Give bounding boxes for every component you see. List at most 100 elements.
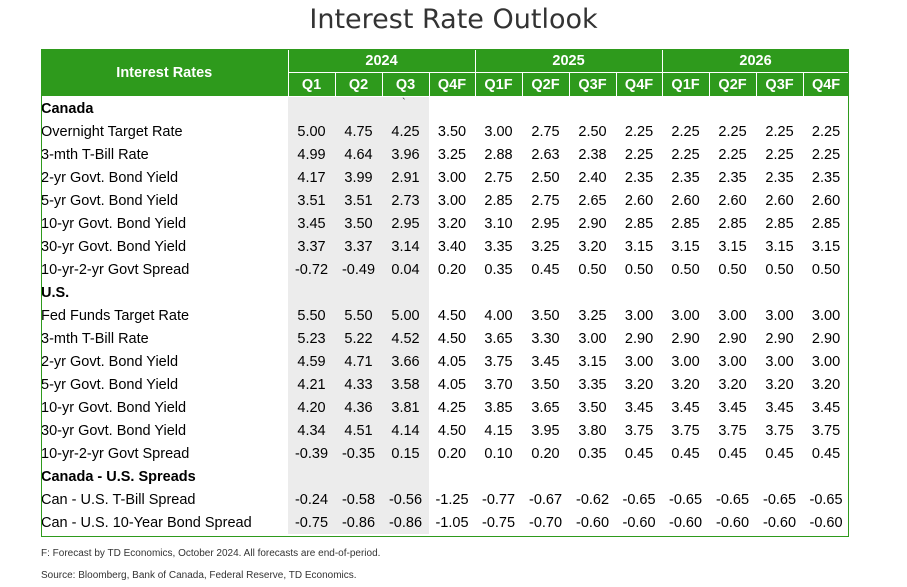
row-label: 2-yr Govt. Bond Yield	[41, 169, 179, 186]
value-cell: -0.60	[763, 514, 797, 531]
value-cell: 3.00	[765, 307, 794, 324]
section-title: Canada - U.S. Spreads	[41, 468, 196, 485]
value-cell: 3.45	[624, 399, 654, 416]
value-cell: 2.25	[765, 146, 794, 163]
interest-rate-table: Interest Rates 2024 2025 2026 Q1 Q2 Q3 Q4F Q…	[41, 49, 850, 534]
value-cell: -0.39	[288, 442, 335, 465]
value-cell: 0.45	[718, 445, 747, 462]
value-cell: 3.20	[624, 376, 654, 393]
empty-cell	[803, 465, 849, 488]
row-label: 10-yr-2-yr Govt Spread	[41, 261, 190, 278]
value-cell: 2.75	[531, 123, 560, 140]
value-cell: 2.65	[578, 192, 607, 209]
value-cell: 0.50	[578, 261, 607, 278]
value-cell: 3.00	[437, 192, 467, 209]
value-cell: 3.75	[811, 422, 841, 439]
row-label: 5-yr Govt. Bond Yield	[41, 192, 179, 209]
value-cell: 4.64	[335, 143, 382, 166]
table-row: 5-yr Govt. Bond Yield 3.51 3.51 2.73 3.00 2.8…	[41, 189, 849, 212]
value-cell: 4.36	[335, 396, 382, 419]
table-row: 2-yr Govt. Bond Yield 4.17 3.99 2.91 3.00 2.7…	[41, 166, 849, 189]
value-cell: 2.90	[624, 330, 654, 347]
value-cell: 3.25	[531, 238, 560, 255]
row-label: 3-mth T-Bill Rate	[41, 146, 149, 163]
value-cell: 2.90	[578, 215, 607, 232]
empty-cell	[382, 96, 429, 120]
value-cell: 3.70	[484, 376, 513, 393]
value-cell: 2.85	[718, 215, 747, 232]
value-cell: -0.56	[382, 488, 429, 511]
empty-cell	[335, 465, 382, 488]
value-cell: 3.30	[531, 330, 560, 347]
empty-cell	[288, 465, 335, 488]
value-cell: 3.45	[765, 399, 794, 416]
value-cell: 3.15	[718, 238, 747, 255]
value-cell: 2.85	[765, 215, 794, 232]
value-cell: 3.00	[811, 353, 841, 370]
value-cell: 0.10	[484, 445, 513, 462]
table-row: Can - U.S. 10-Year Bond Spread -0.75 -0.86…	[41, 511, 849, 534]
row-label: 5-yr Govt. Bond Yield	[41, 376, 179, 393]
value-cell: 3.65	[484, 330, 513, 347]
value-cell: 5.50	[335, 304, 382, 327]
value-cell: 3.10	[484, 215, 513, 232]
value-cell: 0.50	[765, 261, 794, 278]
value-cell: 3.75	[718, 422, 747, 439]
value-cell: 2.60	[671, 192, 700, 209]
table-row: Overnight Target Rate 5.00 4.75 4.25 3.50 3.0…	[41, 120, 849, 143]
value-cell: 5.50	[288, 304, 335, 327]
section-title: Canada	[41, 100, 94, 117]
value-cell: 0.45	[624, 445, 654, 462]
value-cell: 2.25	[718, 123, 747, 140]
value-cell: 4.50	[437, 422, 467, 439]
value-cell: 2.63	[531, 146, 560, 163]
value-cell: 3.14	[382, 235, 429, 258]
value-cell: 3.00	[578, 330, 607, 347]
value-cell: 3.40	[437, 238, 467, 255]
footnote-source: Source: Bloomberg, Bank of Canada, Feder…	[41, 570, 357, 581]
value-cell: -0.49	[335, 258, 382, 281]
value-cell: 2.35	[671, 169, 700, 186]
value-cell: 5.23	[288, 327, 335, 350]
row-label: Overnight Target Rate	[41, 123, 183, 140]
value-cell: 4.17	[288, 166, 335, 189]
value-cell: 2.35	[718, 169, 747, 186]
value-cell: 3.58	[382, 373, 429, 396]
value-cell: 0.50	[718, 261, 747, 278]
header-quarter: Q4F	[803, 72, 850, 97]
value-cell: -0.60	[575, 514, 610, 531]
value-cell: 3.00	[718, 307, 747, 324]
value-cell: 3.66	[382, 350, 429, 373]
table-body: Canada Overnight Target Rate 5.00 4.75 4.25 3…	[41, 96, 849, 534]
value-cell: 3.50	[335, 212, 382, 235]
section-title: U.S.	[41, 284, 70, 301]
value-cell: 5.00	[288, 120, 335, 143]
value-cell: 3.75	[671, 422, 700, 439]
value-cell: 4.50	[437, 307, 467, 324]
table-row: 30-yr Govt. Bond Yield 3.37 3.37 3.14 3.40 3.…	[41, 235, 849, 258]
value-cell: 3.25	[437, 146, 467, 163]
value-cell: -0.86	[382, 511, 429, 534]
value-cell: -0.60	[669, 514, 703, 531]
value-cell: 3.20	[765, 376, 794, 393]
value-cell: 3.20	[437, 215, 467, 232]
value-cell: 0.50	[811, 261, 841, 278]
value-cell: -0.65	[809, 491, 843, 508]
empty-cell	[429, 465, 475, 488]
value-cell: -1.05	[435, 514, 469, 531]
value-cell: 2.90	[765, 330, 794, 347]
value-cell: -1.25	[435, 491, 469, 508]
empty-cell	[475, 465, 522, 488]
header-year-2026: 2026	[662, 49, 850, 73]
empty-cell	[288, 281, 335, 304]
value-cell: -0.35	[335, 442, 382, 465]
value-cell: 2.85	[624, 215, 654, 232]
value-cell: 2.90	[718, 330, 747, 347]
value-cell: 3.15	[624, 238, 654, 255]
value-cell: 3.95	[531, 422, 560, 439]
value-cell: 3.51	[288, 189, 335, 212]
value-cell: 3.45	[671, 399, 700, 416]
empty-cell	[616, 281, 662, 304]
value-cell: 5.22	[335, 327, 382, 350]
value-cell: 3.51	[335, 189, 382, 212]
